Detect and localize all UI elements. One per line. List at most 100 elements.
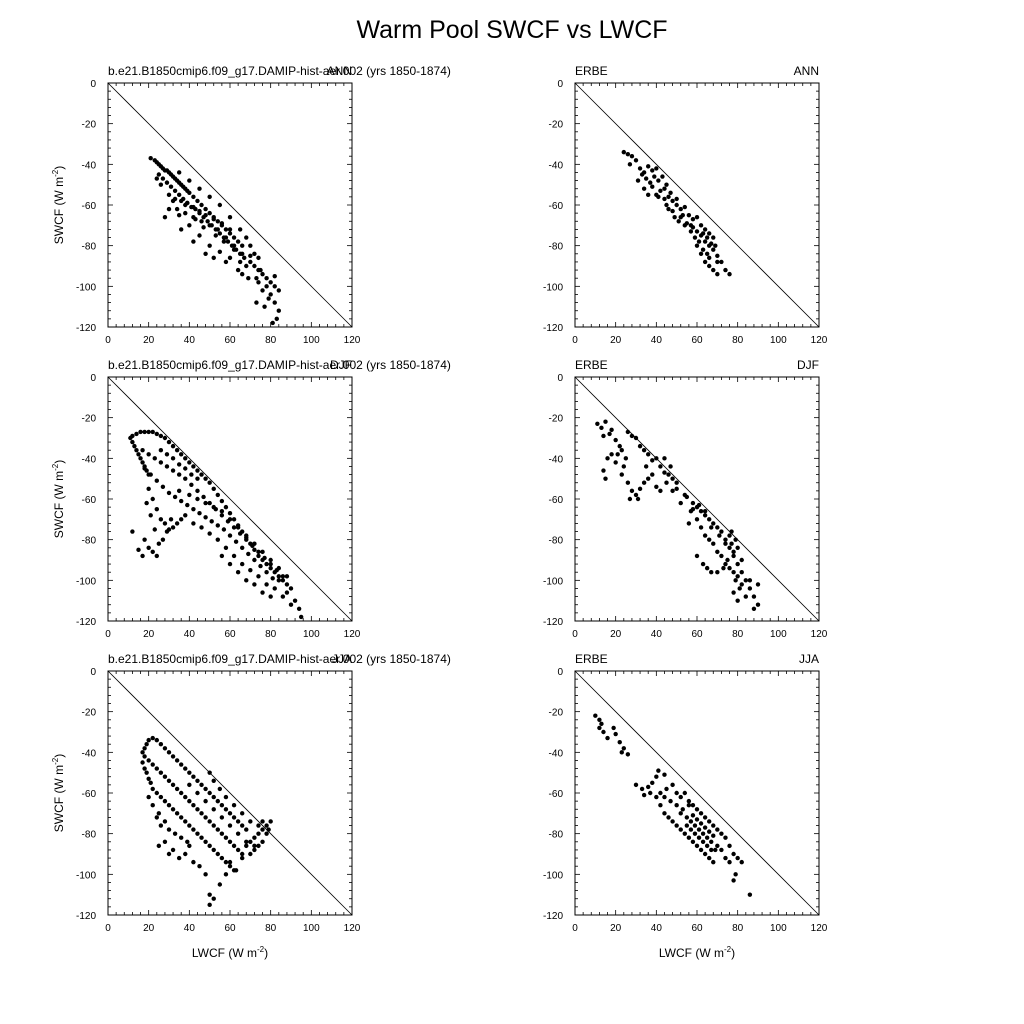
scatter-point (607, 431, 612, 437)
scatter-point (203, 798, 208, 804)
x-tick-label: 0 (572, 629, 578, 640)
scatter-point (150, 549, 155, 555)
scatter-point (711, 247, 716, 252)
scatter-point (264, 570, 269, 575)
scatter-point (288, 586, 294, 591)
y-axis-label: SWCF (W m-2) (51, 754, 66, 832)
scatter-point (223, 872, 229, 877)
scatter-point (702, 851, 708, 857)
scatter-point (635, 496, 641, 502)
scatter-point (682, 790, 687, 796)
scatter-point (597, 717, 602, 722)
scatter-point (678, 500, 683, 506)
scatter-point (601, 433, 606, 439)
scatter-point (207, 770, 212, 775)
panel-season-label: ANN (794, 64, 819, 78)
scatter-point (179, 517, 184, 522)
scatter-point (136, 452, 141, 457)
scatter-point (601, 729, 606, 735)
panel-erbe-jja: 0 20 40 60 80 100 120 0 -20 -40 -60 -80 -100 -120 ERBE… (543, 652, 828, 960)
scatter-point (648, 180, 653, 185)
scatter-point (719, 259, 724, 265)
scatter-point (146, 758, 151, 763)
scatter-point (248, 253, 253, 259)
panel-source-label: b.e21.B1850cmip6.f09_g17.DAMIP-hist-aer.… (108, 64, 451, 78)
scatter-point (731, 549, 736, 555)
scatter-point (223, 807, 229, 812)
scatter-point (625, 151, 631, 157)
scatter-point (260, 271, 265, 277)
scatter-point (268, 280, 273, 285)
scatter-point (721, 565, 726, 571)
scatter-point (191, 803, 196, 808)
panel-source-label: b.e21.B1850cmip6.f09_g17.DAMIP-hist-aer.… (108, 652, 451, 666)
scatter-point (690, 500, 696, 506)
scatter-point (227, 859, 233, 865)
scatter-point (183, 794, 188, 800)
scatter-point (176, 488, 182, 494)
scatter-point (658, 803, 663, 808)
scatter-point (248, 851, 253, 857)
y-tick-label: -20 (549, 120, 564, 131)
scatter-point (707, 263, 712, 269)
scatter-point (264, 284, 269, 289)
scatter-point (197, 864, 202, 869)
scatter-point (682, 492, 687, 498)
scatter-point (154, 790, 159, 796)
scatter-point (134, 431, 139, 437)
scatter-point (156, 843, 162, 849)
scatter-point (735, 574, 740, 579)
scatter-point (195, 790, 200, 796)
scatter-point (240, 561, 245, 567)
scatter-point (266, 296, 271, 301)
scatter-point (709, 570, 714, 575)
scatter-point (650, 472, 655, 477)
y-tick-label: -60 (82, 789, 97, 800)
scatter-point (170, 754, 176, 759)
scatter-point (170, 847, 176, 853)
y-tick-label: -100 (543, 576, 563, 587)
scatter-point (658, 488, 663, 494)
scatter-point (674, 480, 679, 485)
scatter-points (140, 735, 273, 908)
scatter-point (172, 188, 178, 193)
scatter-point (209, 519, 214, 524)
scatter-point (707, 255, 712, 261)
scatter-point (696, 239, 702, 244)
scatter-point (646, 192, 651, 198)
scatter-point (158, 517, 164, 522)
scatter-point (252, 582, 257, 587)
scatter-point (658, 790, 663, 796)
scatter-point (189, 482, 194, 487)
scatter-point (668, 190, 673, 195)
scatter-point (195, 468, 200, 473)
scatter-point (637, 443, 643, 449)
scatter-point (268, 594, 273, 599)
scatter-point (258, 563, 263, 569)
scatter-point (254, 300, 259, 305)
y-tick-label: -100 (543, 870, 563, 881)
panel-source-label: ERBE (575, 652, 608, 666)
scatter-point (739, 570, 744, 575)
scatter-point (191, 506, 196, 512)
scatter-point (211, 217, 216, 222)
scatter-point (264, 582, 269, 587)
scatter-point (170, 782, 176, 788)
scatter-point (641, 792, 647, 798)
scatter-point (717, 533, 722, 538)
scatter-point (595, 421, 600, 426)
scatter-point (170, 198, 176, 204)
scatter-point (711, 541, 716, 546)
scatter-point (298, 614, 304, 620)
scatter-point (240, 823, 245, 828)
scatter-point (613, 437, 618, 443)
x-axis-label: LWCF (W m-2) (659, 945, 735, 960)
scatter-point (140, 448, 145, 453)
scatter-point (227, 839, 233, 844)
scatter-point (219, 553, 225, 559)
x-tick-label: 100 (770, 629, 787, 640)
scatter-point (686, 803, 692, 808)
scatter-point (211, 847, 216, 853)
scatter-point (747, 892, 753, 897)
scatter-point (603, 419, 608, 424)
